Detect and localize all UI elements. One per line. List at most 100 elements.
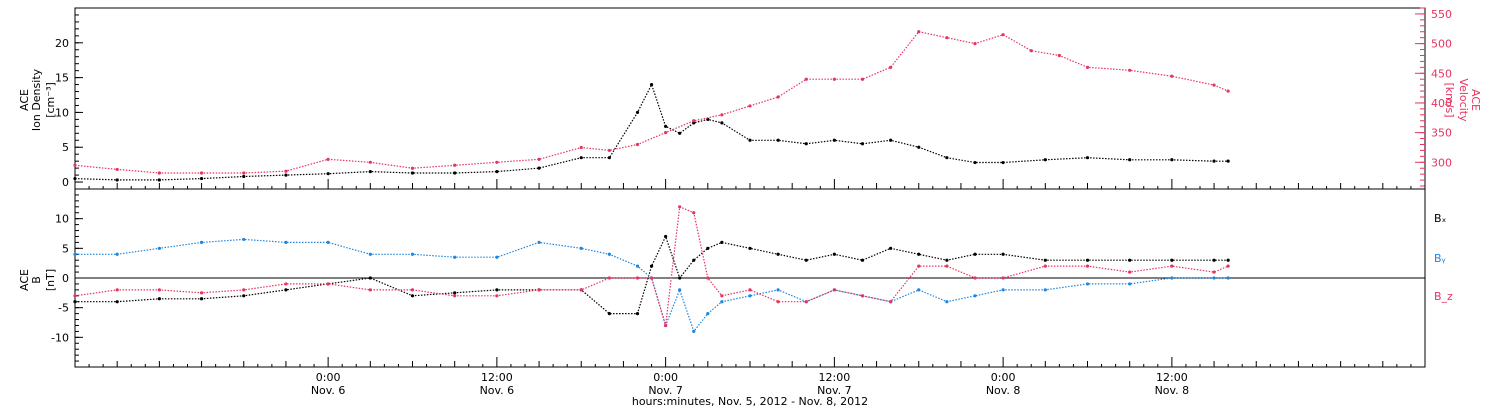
density-point [649,82,654,87]
density-point [1001,160,1005,165]
bz-point [410,288,415,292]
bz-point [453,294,457,298]
svg-text:ACE: ACE [18,269,31,291]
by-point [692,329,696,333]
bz-point [973,276,977,280]
velocity-point [1212,83,1216,87]
by-point [973,294,977,298]
bz-point [242,288,246,292]
bz-point [73,294,77,298]
bz-point [706,276,710,280]
bz-point [649,276,654,280]
svg-text:Velocity: Velocity [1457,78,1470,122]
by-line [75,238,1229,333]
svg-text:[km/s]: [km/s] [1443,82,1456,117]
density-point [917,145,921,149]
velocity-point [832,77,836,81]
bz-point [157,288,161,292]
velocity-point [495,160,499,164]
svg-text:[nT]: [nT] [44,269,57,291]
bz-point [1170,264,1174,268]
velocity-point [973,42,977,46]
velocity-point [692,119,696,123]
density-tick-label: 0 [62,176,69,189]
velocity-tick-label: 450 [1431,67,1452,80]
bx-point [607,312,611,316]
velocity-tick-label: 550 [1431,8,1452,21]
date-tick-label: Nov. 8 [1155,384,1190,397]
density-tick-label: 20 [55,37,69,50]
bz-point [720,294,724,298]
bz-point [1212,270,1216,274]
velocity-point [889,65,893,69]
by-point [115,252,119,256]
by-point [1128,282,1132,286]
bz-point [664,323,668,328]
date-tick-label: Nov. 6 [311,384,346,397]
bx-point [1085,258,1090,262]
bx-point [832,252,836,256]
by-point [579,246,583,250]
velocity-point [284,169,288,173]
velocity-point [368,160,372,164]
velocity-point [115,167,119,172]
bz-point [495,294,499,298]
density-point [1128,158,1132,162]
date-tick-label: Nov. 8 [986,384,1021,397]
b-tick-label: 10 [55,213,69,226]
b-tick-label: -10 [51,331,69,344]
bx-point [804,258,808,262]
bx-point [1212,258,1216,262]
time-tick-label: 0:00 [991,371,1016,384]
bz-point [368,288,372,292]
bx-point [1128,258,1132,262]
bz-point [1001,276,1005,280]
density-point [326,172,330,176]
density-tick-label: 15 [55,72,69,85]
svg-text:ACE: ACE [18,89,31,111]
by-point [368,252,372,256]
density-point [607,156,611,160]
bx-point [1001,252,1005,256]
density-point [1226,159,1230,163]
velocity-tick-label: 400 [1431,97,1452,110]
time-tick-label: 12:00 [1156,371,1188,384]
density-point [537,166,541,170]
velocity-point [917,30,921,34]
density-point [635,110,640,115]
by-point [678,288,682,292]
bx-point [692,258,696,262]
density-point [242,174,246,179]
legend-by: Bᵧ [1434,252,1446,265]
bz-point [917,264,921,268]
density-tick-label: 5 [62,141,69,154]
density-point [664,124,668,128]
by-point [635,264,640,268]
density-point [776,138,780,142]
density-point [1170,158,1174,162]
velocity-point [720,113,724,117]
bz-point [1043,264,1047,268]
by-point [945,300,949,304]
density-axis-ticks: 0 5 10 15 20 [55,14,83,189]
velocity-point [607,148,611,153]
b-tick-label: 5 [62,242,69,255]
density-point [973,160,977,165]
velocity-point [199,171,204,175]
bz-point [199,291,204,295]
bz-point [748,288,752,292]
bx-point [635,312,640,316]
velocity-point [1085,65,1090,69]
bz-point [832,288,836,292]
top-panel-series [73,30,1230,182]
velocity-point [537,157,541,161]
bz-point [537,288,541,292]
b-field-axis-label: ACE B [nT] [18,269,57,291]
bx-point [284,288,288,292]
by-point [284,240,288,244]
density-point [1043,158,1047,162]
by-point [1212,276,1216,280]
bx-point [242,294,246,298]
density-point [199,176,204,181]
velocity-point [945,36,949,40]
